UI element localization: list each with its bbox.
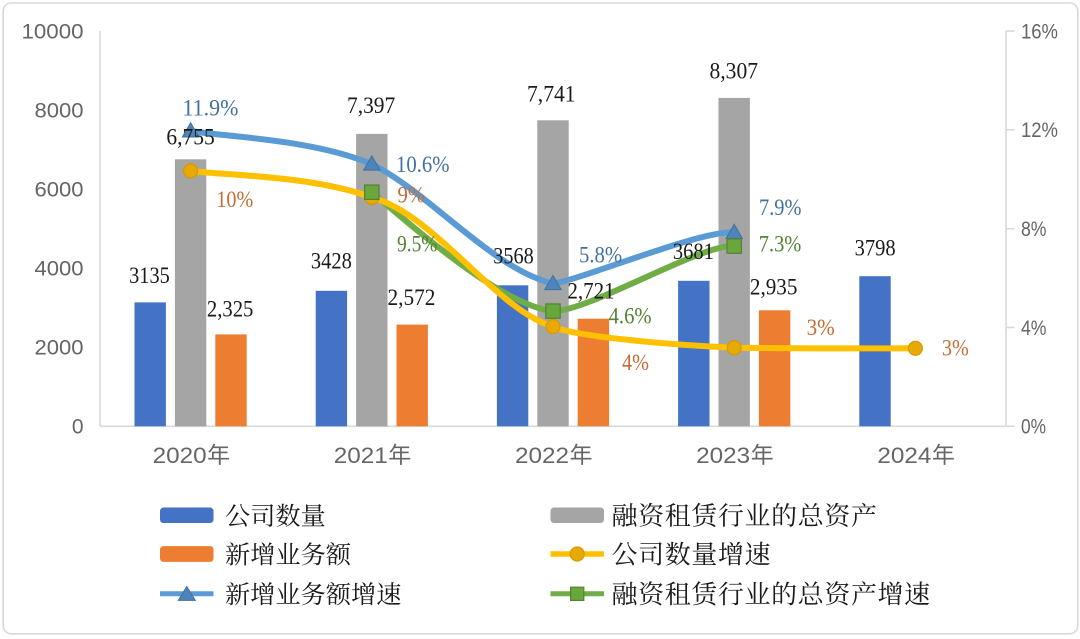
svg-text:3%: 3% bbox=[807, 315, 835, 341]
svg-text:2,325: 2,325 bbox=[207, 297, 254, 323]
svg-text:0%: 0% bbox=[1021, 416, 1046, 439]
svg-text:16%: 16% bbox=[1021, 20, 1058, 43]
svg-text:9.5%: 9.5% bbox=[397, 231, 438, 257]
svg-text:3568: 3568 bbox=[493, 243, 534, 269]
svg-text:6,755: 6,755 bbox=[166, 125, 214, 151]
svg-text:2,572: 2,572 bbox=[388, 285, 436, 311]
svg-text:3798: 3798 bbox=[855, 236, 896, 262]
svg-text:7,397: 7,397 bbox=[347, 93, 395, 119]
svg-text:8,307: 8,307 bbox=[710, 59, 759, 85]
svg-text:0: 0 bbox=[72, 416, 84, 439]
svg-text:2023: 2023 bbox=[696, 443, 750, 468]
svg-text:3135: 3135 bbox=[129, 263, 170, 289]
svg-text:2,935: 2,935 bbox=[750, 274, 798, 300]
svg-text:2020: 2020 bbox=[153, 443, 207, 468]
svg-text:7,741: 7,741 bbox=[527, 82, 576, 108]
svg-text:3681: 3681 bbox=[673, 239, 714, 265]
svg-text:9%: 9% bbox=[398, 183, 426, 209]
svg-text:6000: 6000 bbox=[35, 179, 84, 202]
svg-text:2021: 2021 bbox=[334, 443, 388, 468]
svg-text:2,721: 2,721 bbox=[567, 278, 614, 304]
svg-text:3428: 3428 bbox=[311, 249, 352, 275]
svg-text:2024: 2024 bbox=[877, 443, 931, 468]
svg-text:3%: 3% bbox=[942, 335, 969, 361]
svg-text:12%: 12% bbox=[1021, 119, 1058, 142]
svg-text:4000: 4000 bbox=[35, 258, 84, 281]
svg-text:4.6%: 4.6% bbox=[609, 304, 652, 330]
svg-text:4%: 4% bbox=[1021, 317, 1047, 340]
svg-text:10.6%: 10.6% bbox=[396, 152, 450, 178]
svg-text:7.9%: 7.9% bbox=[759, 195, 802, 221]
svg-text:7.3%: 7.3% bbox=[759, 232, 802, 258]
svg-text:4%: 4% bbox=[622, 350, 649, 376]
svg-text:8000: 8000 bbox=[35, 100, 84, 123]
svg-text:11.9%: 11.9% bbox=[183, 96, 239, 122]
svg-text:2022: 2022 bbox=[515, 443, 569, 468]
svg-text:10000: 10000 bbox=[22, 20, 84, 43]
svg-text:2000: 2000 bbox=[35, 337, 84, 360]
svg-text:10%: 10% bbox=[216, 187, 253, 213]
svg-text:5.8%: 5.8% bbox=[579, 243, 622, 269]
svg-text:8%: 8% bbox=[1021, 218, 1047, 241]
